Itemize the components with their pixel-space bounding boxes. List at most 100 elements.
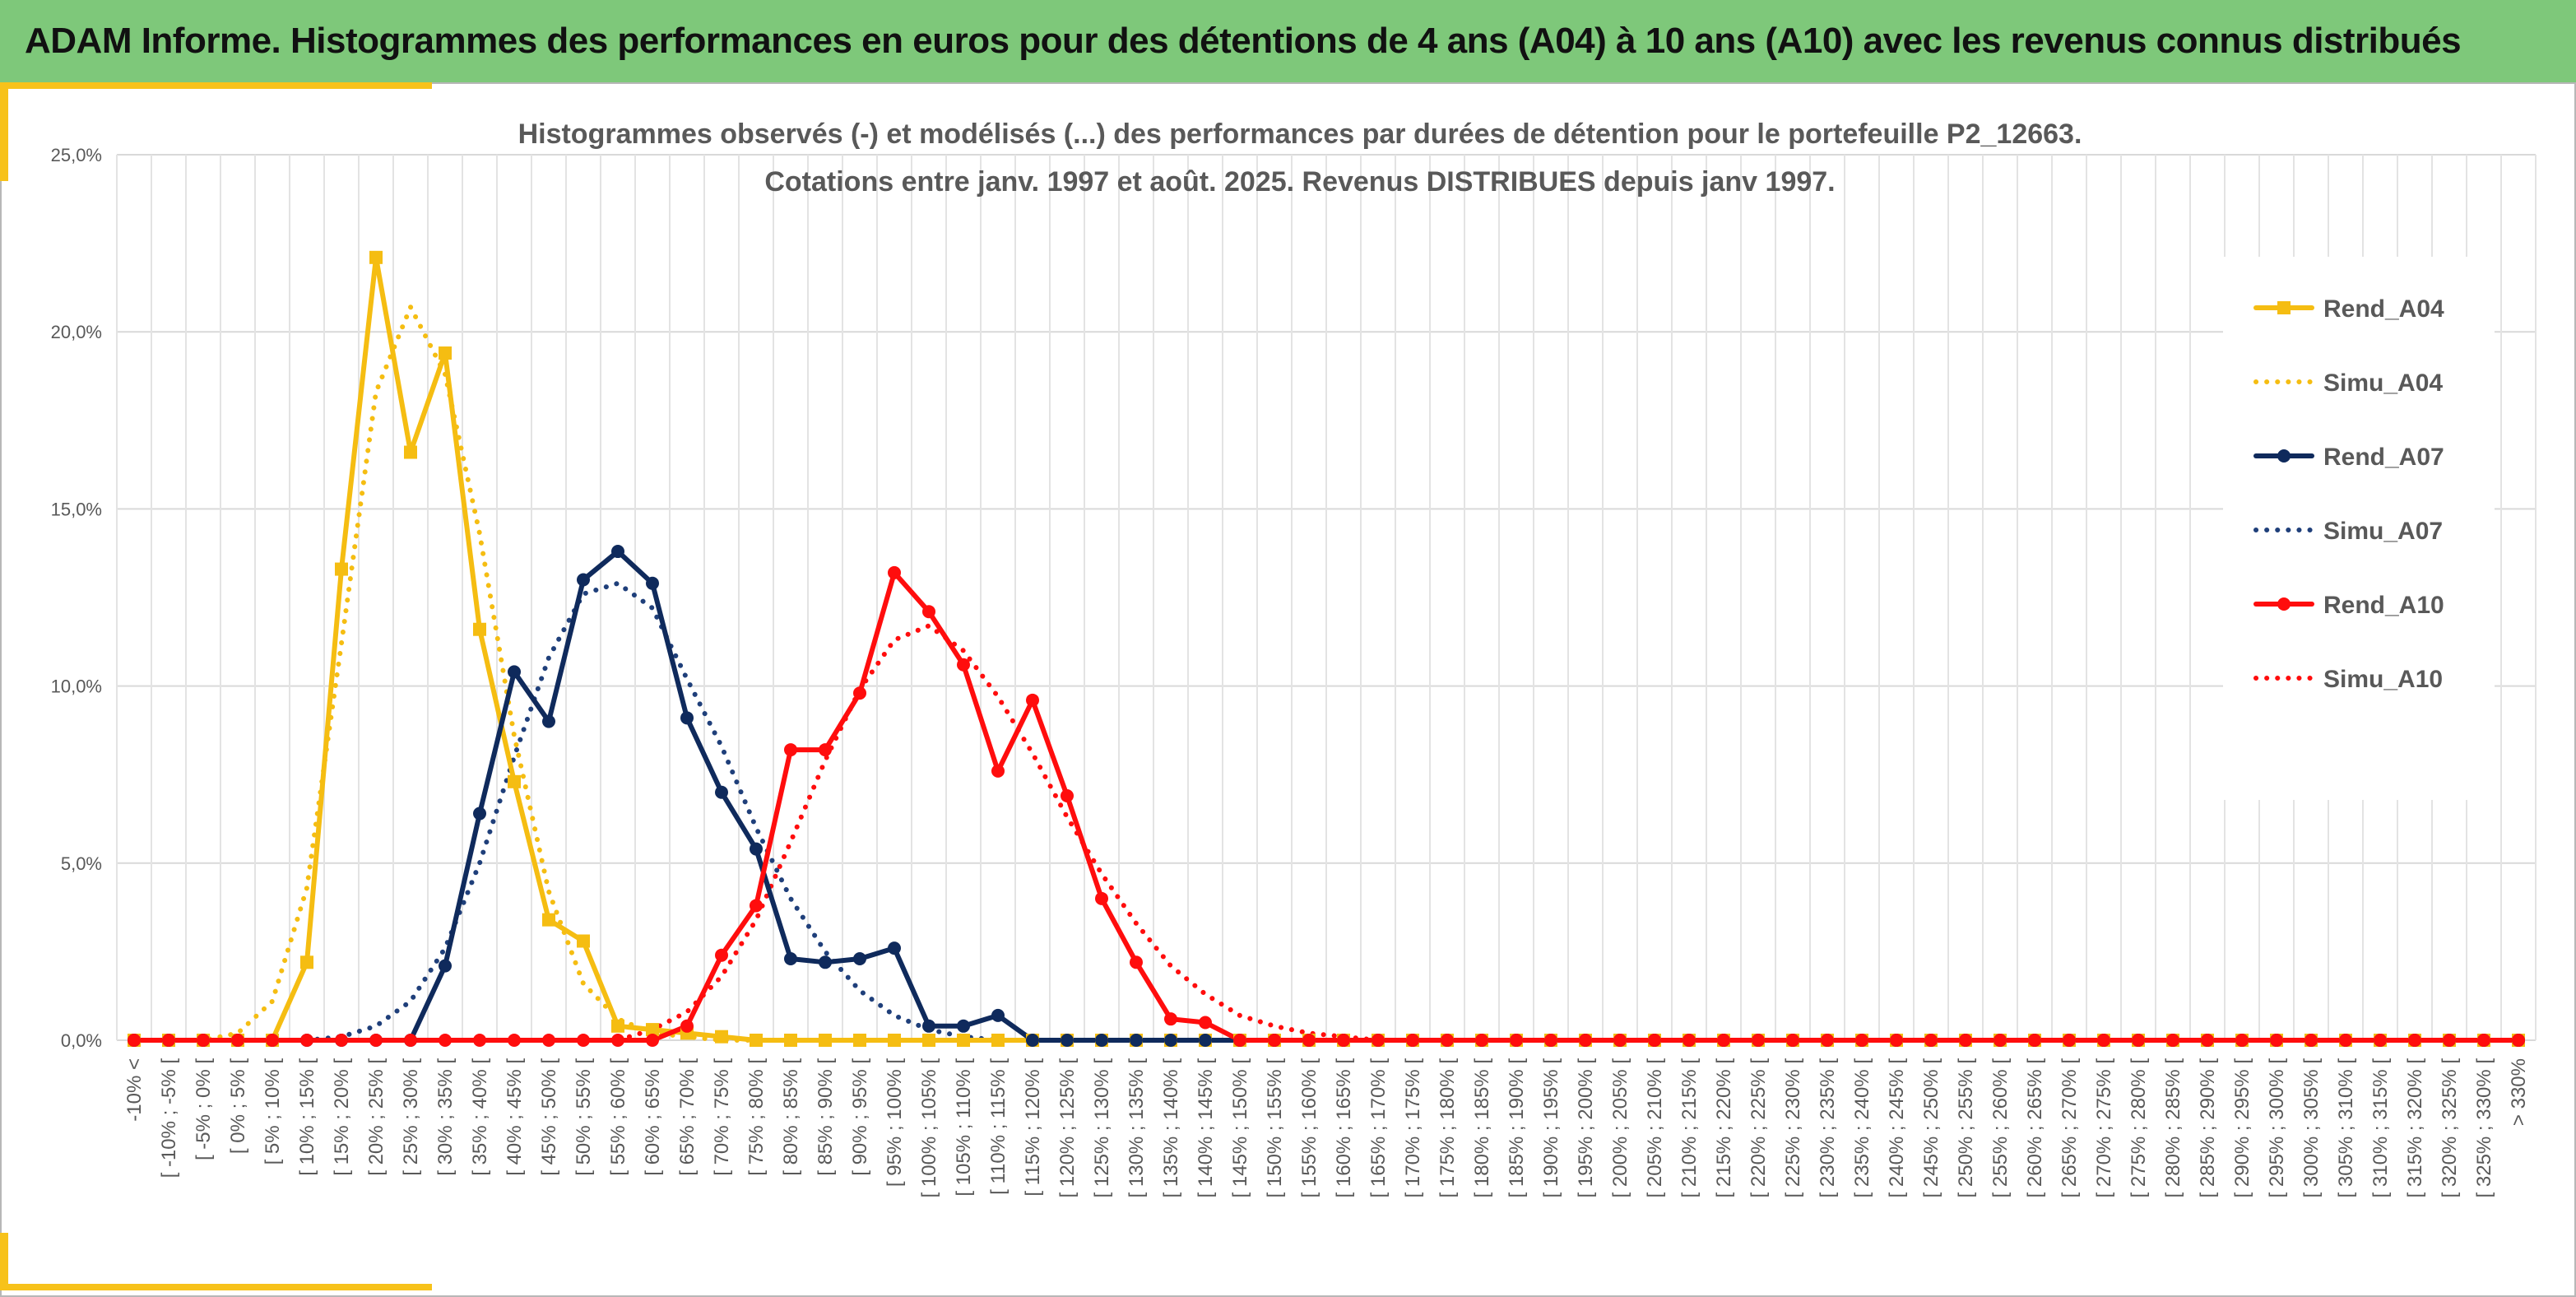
- y-tick-label: 0,0%: [61, 1030, 102, 1051]
- data-point-rend-a10: [404, 1034, 417, 1047]
- data-point-rend-a10: [1130, 955, 1143, 969]
- data-point-rend-a10: [680, 1019, 694, 1033]
- x-tick-label: [ 85% ; 90% [: [815, 1058, 837, 1176]
- data-point-rend-a10: [2512, 1034, 2525, 1047]
- data-point-rend-a04: [819, 1034, 832, 1047]
- x-tick-label: [ -10% ; -5% [: [158, 1058, 180, 1178]
- x-tick-label: [ 70% ; 75% [: [711, 1058, 733, 1176]
- x-tick-label: [ 310% ; 315% [: [2369, 1058, 2392, 1198]
- data-point-rend-a10: [2097, 1034, 2110, 1047]
- x-tick-label: [ 120% ; 125% [: [1056, 1058, 1079, 1198]
- y-tick-label: 20,0%: [51, 322, 102, 342]
- x-tick-label: [ 35% ; 40% [: [469, 1058, 491, 1176]
- data-point-rend-a10: [473, 1034, 486, 1047]
- data-point-rend-a04: [784, 1034, 797, 1047]
- marker-layer: [128, 250, 2525, 1047]
- x-tick-label: [ 240% ; 245% [: [1886, 1058, 1908, 1198]
- data-point-rend-a10: [750, 899, 763, 913]
- x-tick-label: [ 55% ; 60% [: [607, 1058, 629, 1176]
- legend-label-rend-a07: Rend_A07: [2323, 444, 2444, 471]
- data-point-rend-a10: [1095, 891, 1108, 905]
- x-tick-label: [ 115% ; 120% [: [1022, 1058, 1044, 1197]
- x-tick-label: [ -5% ; 0% [: [193, 1058, 215, 1160]
- x-tick-label: [ 210% ; 215% [: [1678, 1058, 1701, 1198]
- data-point-rend-a10: [1199, 1016, 1212, 1030]
- data-point-rend-a07: [819, 955, 832, 969]
- data-point-rend-a10: [197, 1034, 210, 1047]
- x-tick-label: [ 160% ; 165% [: [1333, 1058, 1355, 1198]
- x-tick-label: [ 45% ; 50% [: [538, 1058, 560, 1176]
- page-title: ADAM Informe. Histogrammes des performan…: [25, 21, 2462, 61]
- data-point-rend-a04: [888, 1034, 901, 1047]
- data-point-rend-a10: [2408, 1034, 2421, 1047]
- data-point-rend-a04: [473, 622, 486, 636]
- x-tick-label: [ 300% ; 305% [: [2300, 1058, 2323, 1198]
- data-point-rend-a10: [2166, 1034, 2179, 1047]
- data-point-rend-a10: [2374, 1034, 2387, 1047]
- data-point-rend-a10: [1786, 1034, 1799, 1047]
- data-point-rend-a07: [991, 1008, 1005, 1022]
- x-tick-label: [ 145% ; 150% [: [1229, 1058, 1251, 1198]
- x-tick-label: [ 105% ; 110% [: [953, 1058, 975, 1197]
- legend-marker-rend-a04: [2277, 301, 2291, 314]
- data-point-rend-a04: [646, 1023, 659, 1037]
- x-tick-label: [ 135% ; 140% [: [1160, 1058, 1182, 1198]
- x-tick-label: [ 215% ; 220% [: [1713, 1058, 1735, 1198]
- legend-marker-rend-a10: [2277, 597, 2291, 611]
- series-layer: [132, 254, 2521, 1043]
- x-tick-label: [ 60% ; 65% [: [642, 1058, 664, 1176]
- y-tick-label: 25,0%: [51, 145, 102, 165]
- data-point-rend-a10: [231, 1034, 244, 1047]
- data-point-rend-a04: [922, 1034, 935, 1047]
- data-point-rend-a10: [784, 743, 797, 757]
- x-tick-label: [ 255% ; 260% [: [1989, 1058, 2012, 1198]
- x-tick-label: [ 285% ; 290% [: [2197, 1058, 2219, 1198]
- y-tick-label: 10,0%: [51, 676, 102, 697]
- x-tick-label: [ 205% ; 210% [: [1644, 1058, 1666, 1198]
- data-point-rend-a10: [1441, 1034, 1454, 1047]
- data-point-rend-a10: [646, 1034, 659, 1047]
- data-point-rend-a10: [1337, 1034, 1350, 1047]
- data-point-rend-a10: [1510, 1034, 1523, 1047]
- data-point-rend-a07: [680, 711, 694, 725]
- data-point-rend-a10: [162, 1034, 175, 1047]
- data-point-rend-a10: [266, 1034, 279, 1047]
- y-tick-label: 5,0%: [61, 853, 102, 874]
- data-point-rend-a07: [888, 941, 901, 955]
- data-point-rend-a07: [750, 842, 763, 856]
- legend-label-rend-a10: Rend_A10: [2323, 592, 2444, 619]
- data-point-rend-a07: [473, 807, 486, 821]
- data-point-rend-a07: [542, 714, 555, 728]
- x-tick-label: [ 180% ; 185% [: [1471, 1058, 1493, 1198]
- data-point-rend-a04: [404, 445, 417, 459]
- data-point-rend-a10: [1061, 789, 1074, 803]
- x-tick-label: [ 50% ; 55% [: [573, 1058, 595, 1176]
- x-tick-label: -10% <: [123, 1058, 146, 1122]
- data-point-rend-a04: [542, 913, 555, 927]
- data-point-rend-a10: [1544, 1034, 1557, 1047]
- data-point-rend-a10: [1164, 1012, 1177, 1026]
- x-tick-label: [ 295% ; 300% [: [2266, 1058, 2288, 1198]
- x-tick-label: [ 0% ; 5% [: [227, 1058, 249, 1154]
- data-point-rend-a10: [1268, 1034, 1281, 1047]
- chart-frame: Histogrammes observés (-) et modélisés (…: [0, 82, 2576, 1297]
- data-point-rend-a07: [1061, 1034, 1074, 1047]
- x-tick-label: [ 265% ; 270% [: [2058, 1058, 2081, 1198]
- x-tick-label: [ 130% ; 135% [: [1126, 1058, 1148, 1198]
- x-tick-label: [ 325% ; 330% [: [2473, 1058, 2495, 1198]
- data-point-rend-a07: [715, 785, 728, 799]
- data-point-rend-a04: [508, 774, 521, 788]
- data-point-rend-a10: [1579, 1034, 1592, 1047]
- grid-layer: [116, 154, 2537, 1041]
- x-tick-label: [ 140% ; 145% [: [1195, 1058, 1217, 1198]
- x-tick-label: [ 25% ; 30% [: [400, 1058, 422, 1176]
- x-tick-label: [ 275% ; 280% [: [2128, 1058, 2150, 1198]
- data-point-rend-a07: [784, 952, 797, 966]
- x-tick-label: [ 80% ; 85% [: [780, 1058, 802, 1176]
- legend: Rend_A04 Simu_A04 Rend_A07 Simu_A07 Rend_A10…: [2223, 257, 2495, 800]
- x-tick-label: [ 200% ; 205% [: [1609, 1058, 1631, 1198]
- data-point-rend-a04: [715, 1030, 728, 1044]
- data-point-rend-a10: [2339, 1034, 2352, 1047]
- series-line-rend-a10: [132, 569, 2521, 1043]
- legend-marker-rend-a07: [2277, 449, 2291, 463]
